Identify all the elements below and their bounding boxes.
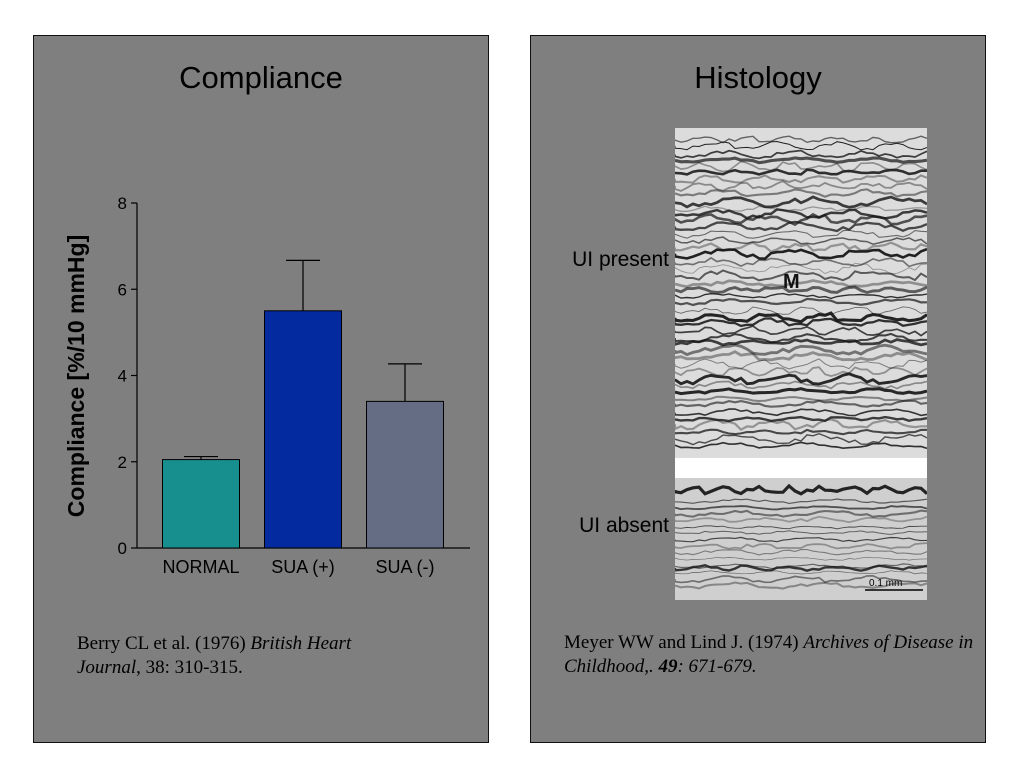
citation-journal-part1: British Heart xyxy=(250,633,352,654)
compliance-panel: Compliance 0 2 4 6 8 Compliance [%/10 mmHg] NO… xyxy=(33,35,489,743)
compliance-bar-chart: 0 2 4 6 8 Compliance [%/10 mmHg] NORMAL SUA (+)… xyxy=(63,194,470,577)
histology-micrograph: M 0.1 mm xyxy=(675,128,927,600)
y-tick-label: 6 xyxy=(118,280,127,299)
figure-mark-m: M xyxy=(783,271,800,293)
meyer-citation: Meyer WW and Lind J. (1974) Archives of … xyxy=(564,631,974,679)
histology-title: Histology xyxy=(694,60,822,95)
bar-3 xyxy=(366,400,444,549)
citation-volume: 49 xyxy=(658,656,678,677)
compliance-title: Compliance xyxy=(179,60,343,95)
bar-2 xyxy=(264,310,342,549)
y-tick-label: 2 xyxy=(118,453,127,472)
bar-1 xyxy=(162,459,240,549)
x-category-label: SUA (+) xyxy=(271,557,335,577)
berry-citation: Berry CL et al. (1976) British Heart Jour… xyxy=(77,632,457,680)
x-category-label: SUA (-) xyxy=(375,557,434,577)
ui-present-label: UI present xyxy=(572,248,669,271)
ui-absent-label: UI absent xyxy=(579,514,669,537)
citation-volume-pages: , 38: 310-315. xyxy=(136,657,243,678)
citation-journal: Archives of Disease in Childhood,. xyxy=(564,632,974,677)
citation-pages: : 671-679. xyxy=(677,656,757,677)
citation-authors: Meyer WW and Lind J. (1974) xyxy=(564,632,804,653)
y-tick-label: 8 xyxy=(118,194,127,213)
y-tick-label: 0 xyxy=(118,539,127,558)
y-tick-label: 4 xyxy=(118,367,127,386)
micrograph-lower-section: 0.1 mm xyxy=(675,478,927,600)
micrograph-upper-section: M xyxy=(675,128,927,458)
x-category-label: NORMAL xyxy=(162,557,239,577)
histology-panel: Histology UI present UI absent M 0.1 mm … xyxy=(530,35,986,743)
citation-authors: Berry CL et al. (1976) xyxy=(77,633,251,654)
scale-bar-label: 0.1 mm xyxy=(869,578,902,589)
citation-journal-part2: Journal xyxy=(77,657,137,678)
y-axis-title: Compliance [%/10 mmHg] xyxy=(63,235,89,517)
